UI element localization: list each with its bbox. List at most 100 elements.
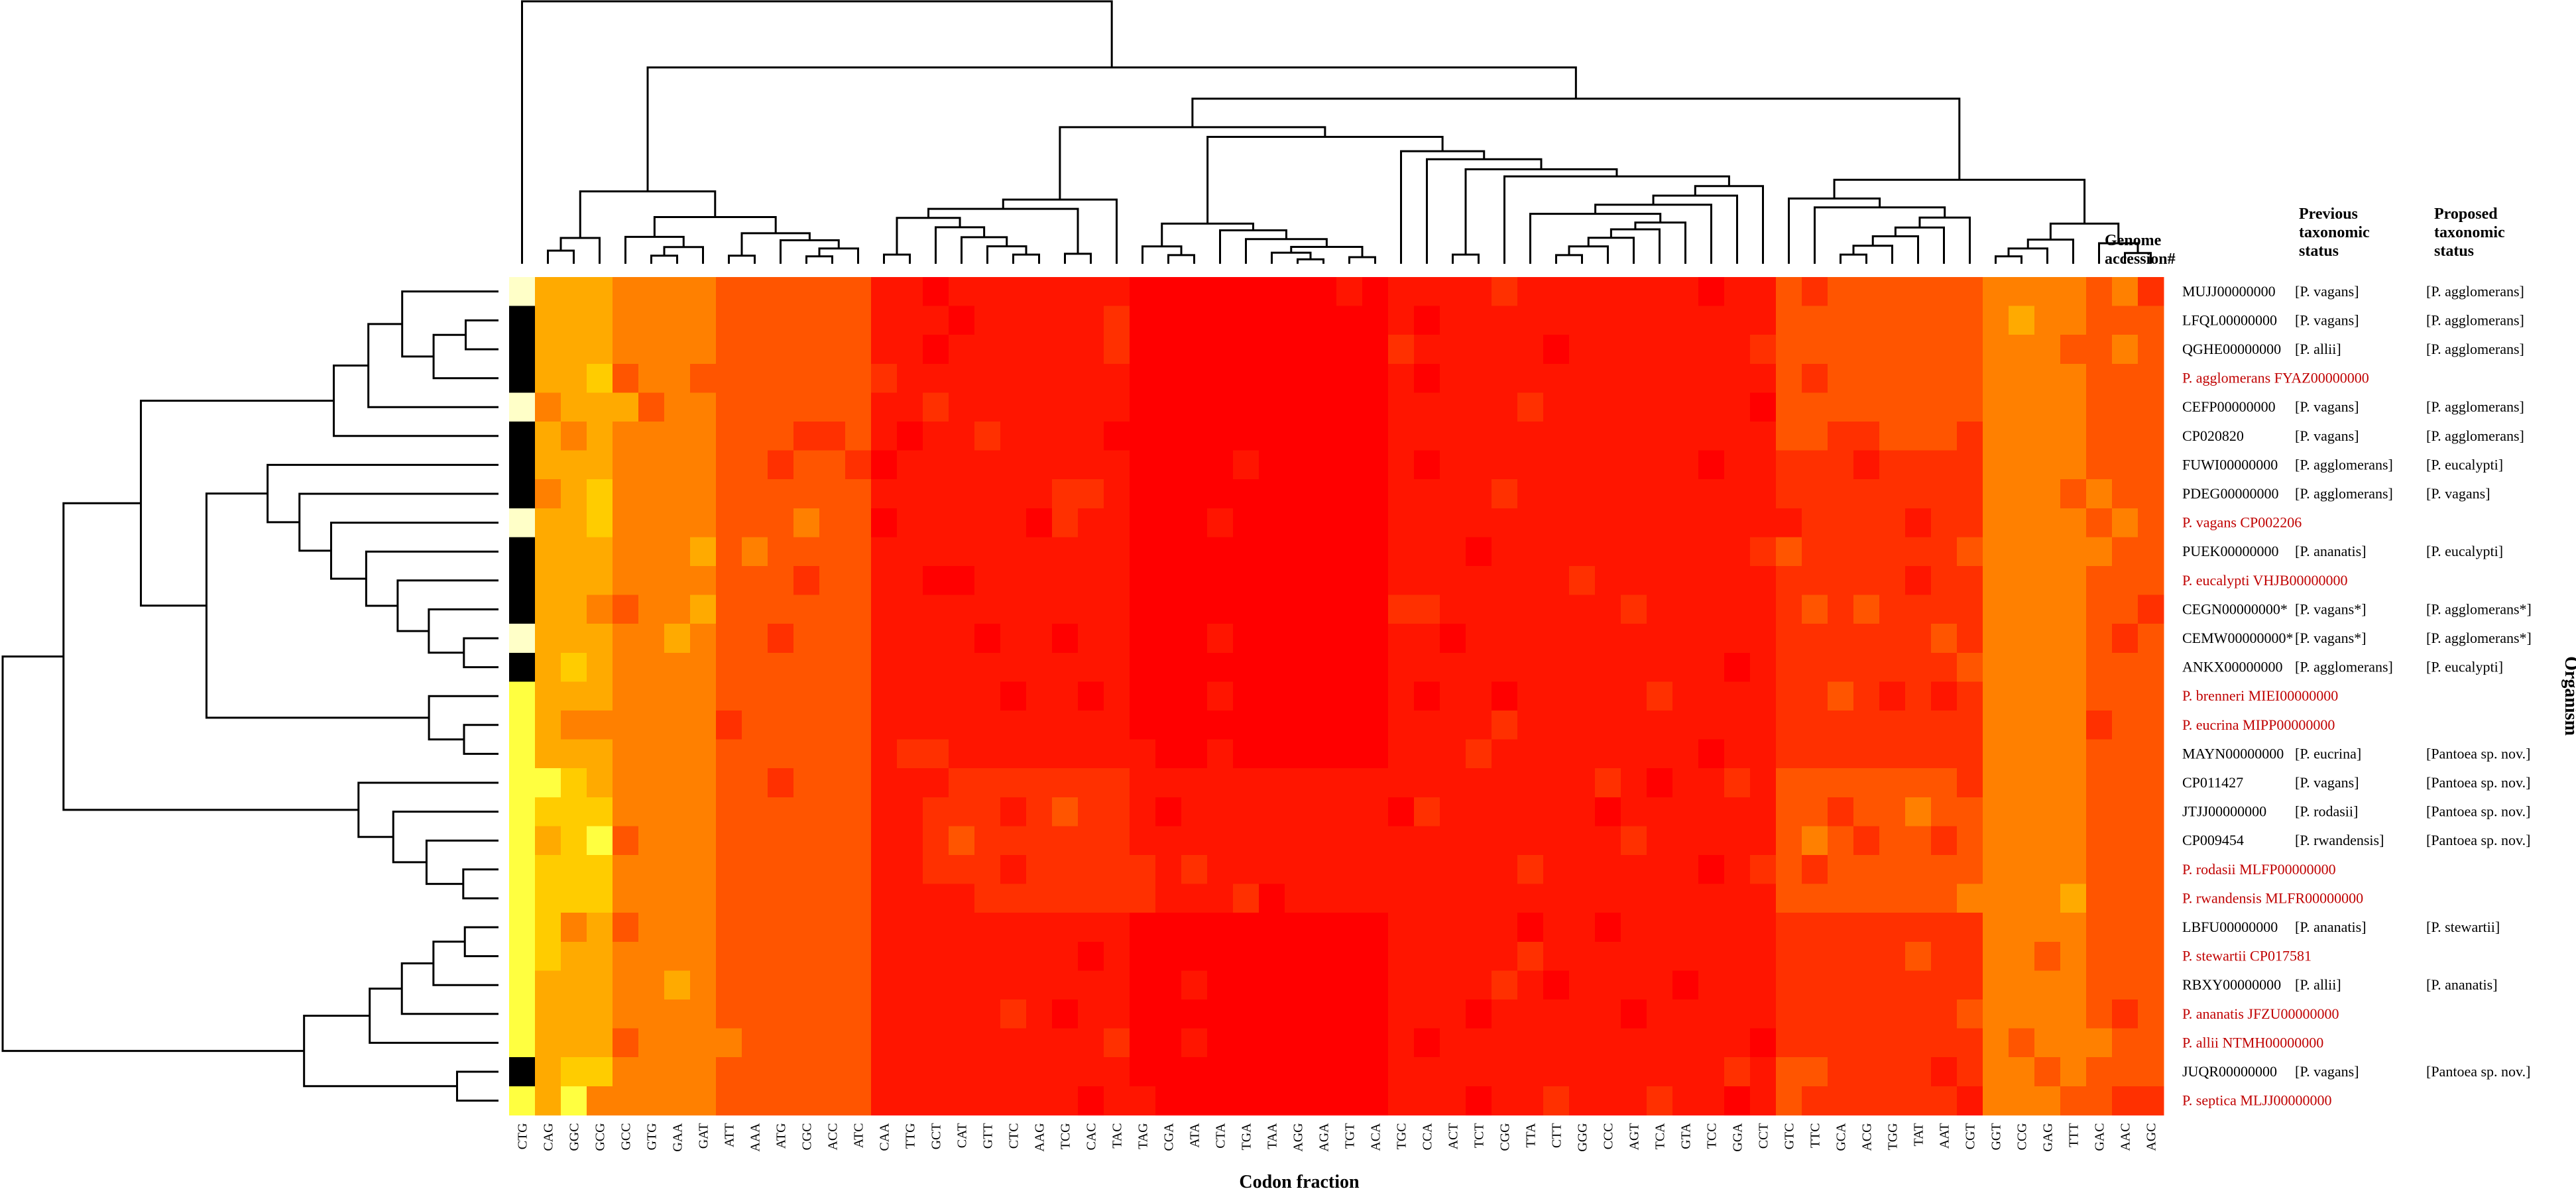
heatmap-cell [1828, 624, 1854, 654]
heatmap-cell [793, 768, 820, 798]
heatmap-cell [1362, 537, 1389, 567]
heatmap-cell [509, 855, 536, 885]
heatmap-cell [949, 1028, 975, 1058]
heatmap-cell [690, 970, 717, 1000]
heatmap-cell [1698, 883, 1725, 913]
heatmap-cell [819, 999, 846, 1029]
heatmap-cell [716, 797, 742, 826]
heatmap-cell [1026, 826, 1053, 856]
heatmap-cell [1181, 306, 1208, 335]
heatmap-cell [1983, 277, 2009, 307]
heatmap-cell [1492, 508, 1518, 538]
heatmap-cell [1595, 566, 1621, 596]
heatmap-cell [819, 566, 846, 596]
heatmap-cell [613, 941, 639, 971]
heatmap-cell [509, 768, 536, 798]
heatmap-cell [1595, 306, 1621, 335]
heatmap-cell [1724, 913, 1751, 942]
heatmap-cell [923, 768, 949, 798]
heatmap-cell [2034, 970, 2061, 1000]
heatmap-cell [1026, 335, 1053, 365]
heatmap-cell [1543, 1086, 1570, 1115]
codon-tick-label: CTA [1214, 1123, 1228, 1149]
heatmap-cell [2009, 768, 2035, 798]
heatmap-cell [949, 508, 975, 538]
heatmap-cell [1078, 711, 1104, 740]
heatmap-cell [1233, 624, 1259, 654]
heatmap-cell [1181, 1057, 1208, 1087]
heatmap-cell [1931, 595, 1958, 624]
heatmap-cell [1130, 826, 1156, 856]
heatmap-cell [1336, 450, 1363, 480]
heatmap-cell [1724, 479, 1751, 509]
heatmap-cell [561, 392, 587, 422]
heatmap-cell [1440, 768, 1466, 798]
heatmap-cell [1181, 566, 1208, 596]
heatmap-cell [587, 479, 613, 509]
heatmap-cell [1802, 508, 1828, 538]
heatmap-cell [2060, 1086, 2087, 1115]
heatmap-cell [1155, 739, 1182, 769]
heatmap-cell [1078, 855, 1104, 885]
heatmap-cell [638, 739, 665, 769]
heatmap-cell [535, 306, 561, 335]
heatmap-cell [1905, 1086, 1932, 1115]
column-dendrogram-branch [1503, 175, 1730, 264]
heatmap-cell [716, 711, 742, 740]
heatmap-cell [768, 595, 794, 624]
heatmap-cell [1052, 1028, 1079, 1058]
heatmap-cell [1724, 739, 1751, 769]
heatmap-cell [793, 826, 820, 856]
heatmap-cell [1957, 335, 1983, 365]
heatmap-cell [1905, 508, 1932, 538]
heatmap-cell [1207, 970, 1234, 1000]
heatmap-cell [1517, 595, 1544, 624]
heatmap-cell [690, 363, 717, 393]
row-accession-label: P. septica MLJJ00000000 [2182, 1092, 2332, 1109]
heatmap-cell [2034, 566, 2061, 596]
heatmap-cell [1853, 277, 1880, 307]
heatmap-cell [1285, 855, 1311, 885]
heatmap-cell [1311, 508, 1337, 538]
codon-tick-label: CAT [955, 1123, 970, 1148]
heatmap-cell [1078, 1086, 1104, 1115]
heatmap-cell [1466, 479, 1492, 509]
heatmap-cell [2138, 739, 2164, 769]
heatmap-cell [1517, 363, 1544, 393]
heatmap-cell [1983, 479, 2009, 509]
heatmap-cell [1802, 537, 1828, 567]
heatmap-cell [2086, 970, 2113, 1000]
heatmap-cell [1905, 335, 1932, 365]
heatmap-cell [1104, 1028, 1130, 1058]
heatmap-cell [897, 277, 923, 307]
heatmap-cell [1776, 595, 1802, 624]
heatmap-cell [1104, 913, 1130, 942]
heatmap-cell [1259, 363, 1285, 393]
heatmap-cell [2138, 1057, 2164, 1087]
heatmap-cell [1647, 826, 1673, 856]
heatmap-cell [535, 537, 561, 567]
heatmap-cell [845, 595, 872, 624]
heatmap-cell [1155, 1086, 1182, 1115]
heatmap-cell [1879, 941, 1906, 971]
codon-tick-label: TTC [1808, 1123, 1823, 1148]
heatmap-cell [1181, 1086, 1208, 1115]
row-accession-label: CEFP00000000 [2182, 398, 2276, 415]
heatmap-cell [949, 913, 975, 942]
heatmap-cell [1957, 855, 1983, 885]
heatmap-cell [742, 941, 768, 971]
heatmap-cell [1672, 941, 1699, 971]
heatmap-cell [613, 450, 639, 480]
heatmap-cell [535, 363, 561, 393]
heatmap-cell [2009, 537, 2035, 567]
heatmap-cell [509, 450, 536, 480]
heatmap-cell [2138, 826, 2164, 856]
heatmap-cell [535, 999, 561, 1029]
heatmap-cell [638, 941, 665, 971]
heatmap-cell [845, 1028, 872, 1058]
heatmap-cell [1517, 1057, 1544, 1087]
row-dendrogram-branch [357, 781, 498, 838]
heatmap-cell [768, 970, 794, 1000]
heatmap-cell [2034, 595, 2061, 624]
heatmap-cell [768, 768, 794, 798]
